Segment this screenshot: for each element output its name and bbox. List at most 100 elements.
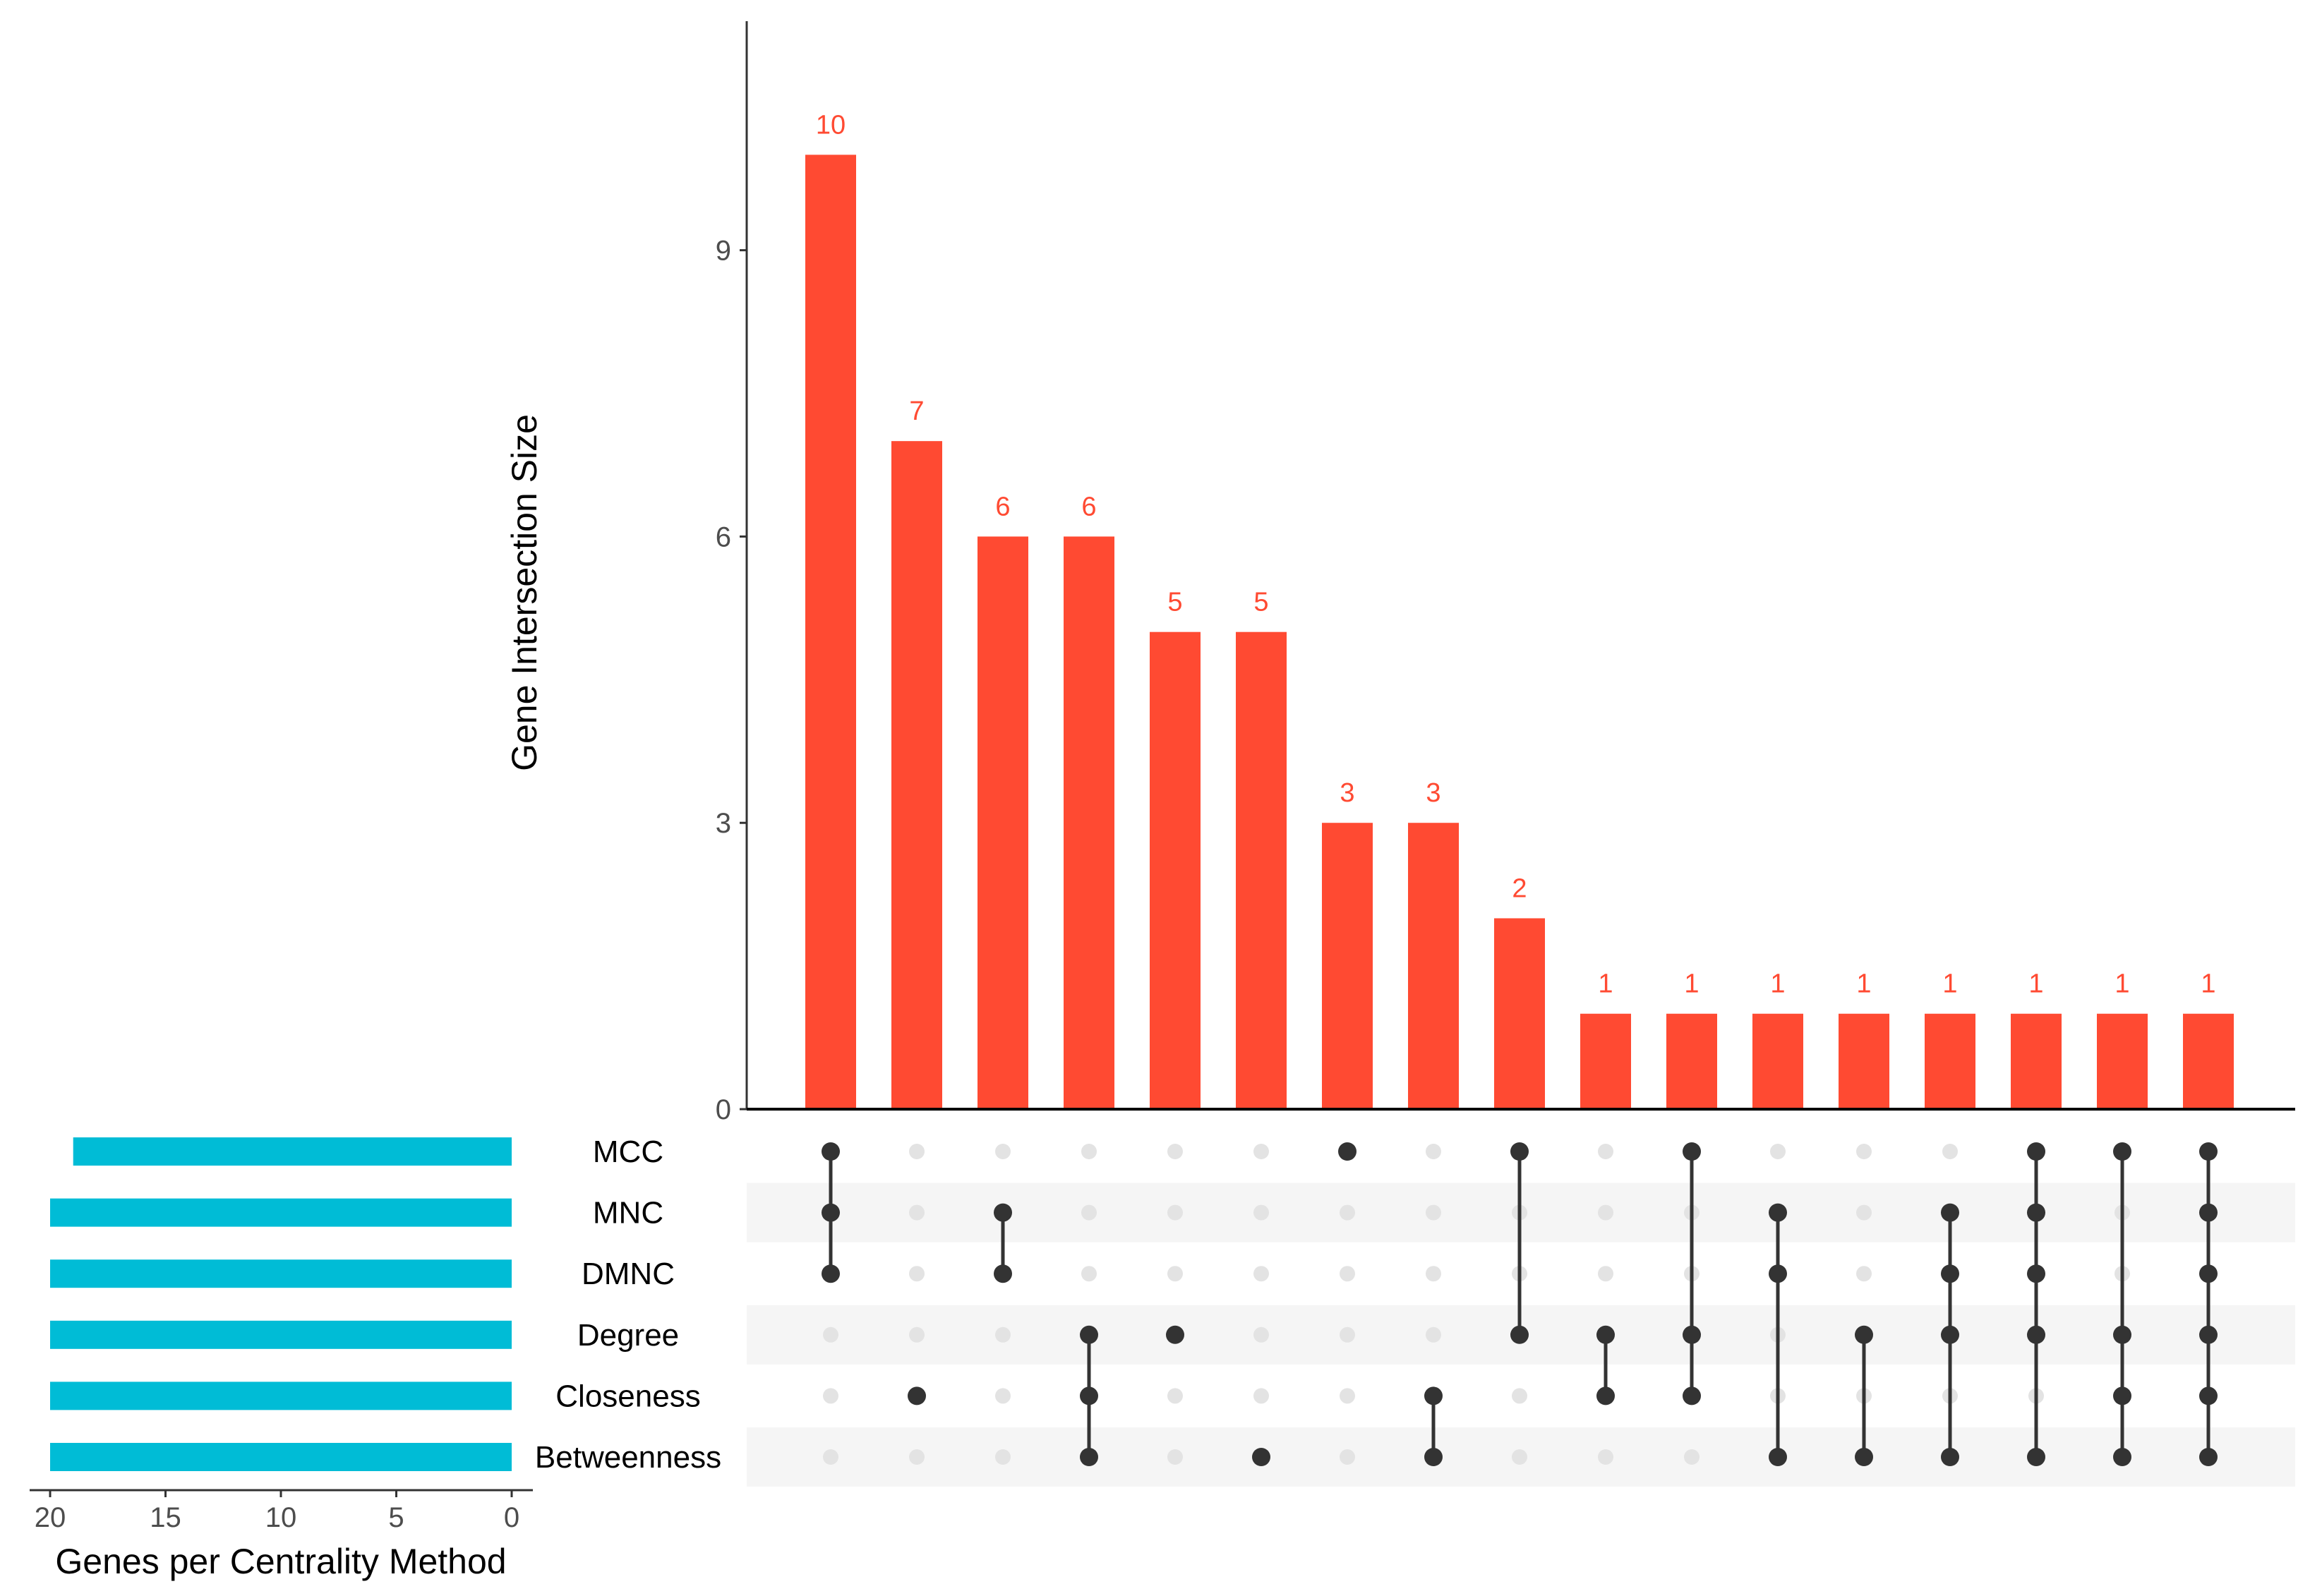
matrix-dot-inactive (909, 1266, 925, 1282)
intersection-bar-label: 1 (2028, 969, 2043, 999)
matrix-dot-active (1941, 1325, 1959, 1344)
matrix-dot-inactive (1167, 1449, 1183, 1465)
matrix-dot-active (2199, 1264, 2218, 1283)
intersection-bar-labels: 10 7 6 6 5 5 3 3 2 1 1 1 1 1 1 1 1 (816, 110, 2216, 998)
matrix-dot-active (2027, 1448, 2045, 1466)
intersection-bar-label: 5 (1167, 588, 1182, 617)
matrix-dot-inactive (1340, 1449, 1355, 1465)
matrix-dot-inactive (1253, 1326, 1269, 1343)
intersection-bar (1150, 631, 1201, 1109)
intersection-bar-label: 1 (1684, 969, 1699, 999)
matrix-dot-inactive (1856, 1144, 1872, 1159)
intersection-bar-label: 5 (1253, 588, 1268, 617)
matrix-dot-inactive (1167, 1388, 1183, 1404)
matrix-dot-active (1855, 1325, 1873, 1344)
matrix-dot-active (1769, 1264, 1787, 1283)
intersection-bar-label: 1 (1770, 969, 1785, 999)
matrix-dot-inactive (1512, 1449, 1527, 1465)
intersection-bar (1064, 536, 1114, 1109)
intersection-bar (1322, 823, 1373, 1109)
matrix-dot-inactive (995, 1388, 1011, 1404)
matrix-dot-inactive (1340, 1266, 1355, 1282)
matrix-dot-inactive (1598, 1449, 1613, 1465)
matrix-dot-inactive (1167, 1144, 1183, 1159)
matrix-dot-inactive (1253, 1388, 1269, 1404)
intersection-bar-label: 6 (995, 492, 1010, 521)
matrix-dot-active (1080, 1448, 1098, 1466)
matrix-dot-inactive (1167, 1266, 1183, 1282)
matrix-dot-inactive (1081, 1144, 1097, 1159)
matrix-dot-active (2199, 1386, 2218, 1405)
set-size-axis: 20 15 10 5 0 (30, 1489, 533, 1533)
matrix-dot-inactive (1684, 1449, 1700, 1465)
intersection-bar-label: 1 (2201, 969, 2215, 999)
matrix-dot-active (1596, 1325, 1615, 1344)
set-size-bar (50, 1259, 512, 1288)
matrix-dot-active (1941, 1203, 1959, 1222)
intersection-bar-label: 7 (909, 397, 924, 426)
intersection-bar (977, 536, 1028, 1109)
y-tick-label: 0 (716, 1094, 731, 1125)
set-size-bar (50, 1443, 512, 1471)
matrix-dot-active (1769, 1448, 1787, 1466)
matrix-dot-inactive (909, 1204, 925, 1221)
matrix-dot-inactive (1081, 1204, 1097, 1221)
matrix-dot-active (2113, 1325, 2131, 1344)
set-labels: MCC MNC DMNC Degree Closeness Betweenness (535, 1135, 721, 1475)
intersection-bar (2097, 1013, 2148, 1109)
matrix-dot-inactive (823, 1326, 838, 1343)
matrix-dot-active (2113, 1448, 2131, 1466)
y-axis-title: Gene Intersection Size (505, 414, 544, 771)
set-axis-tick-label: 15 (150, 1502, 181, 1533)
intersection-bar-label: 3 (1426, 778, 1440, 808)
intersection-bar (891, 441, 942, 1109)
intersection-matrix (822, 1142, 2218, 1466)
set-size-bar (50, 1382, 512, 1410)
intersection-bar-label: 1 (1856, 969, 1871, 999)
matrix-dot-active (2027, 1325, 2045, 1344)
intersection-size-axis: 0 3 6 9 (716, 21, 2295, 1125)
matrix-dot-active (1338, 1142, 1356, 1161)
intersection-bar (1408, 823, 1459, 1109)
intersection-bar (1925, 1013, 1975, 1109)
set-size-bar (50, 1198, 512, 1227)
intersection-bar-label: 6 (1081, 492, 1096, 521)
matrix-dot-active (1769, 1203, 1787, 1222)
set-axis-tick-label: 0 (504, 1502, 519, 1533)
set-label: DMNC (582, 1257, 675, 1291)
matrix-dot-active (1510, 1142, 1529, 1161)
matrix-dot-inactive (1426, 1266, 1441, 1282)
matrix-dot-inactive (1426, 1144, 1441, 1159)
matrix-dot-inactive (1081, 1266, 1097, 1282)
matrix-dot-inactive (1856, 1204, 1872, 1221)
intersection-bar (1236, 631, 1287, 1109)
matrix-dot-active (2027, 1142, 2045, 1161)
matrix-dot-inactive (1598, 1266, 1613, 1282)
matrix-dot-active (2199, 1203, 2218, 1222)
matrix-dot-inactive (995, 1449, 1011, 1465)
matrix-dot-inactive (1856, 1266, 1872, 1282)
matrix-dot-active (908, 1386, 926, 1405)
matrix-dot-inactive (909, 1144, 925, 1159)
matrix-dot-active (1424, 1386, 1443, 1405)
matrix-dot-active (1855, 1448, 1873, 1466)
intersection-bar-label: 3 (1340, 778, 1354, 808)
x-axis-title: Genes per Centrality Method (55, 1542, 506, 1581)
matrix-dot-inactive (1942, 1144, 1958, 1159)
set-axis-tick-label: 20 (35, 1502, 66, 1533)
matrix-dot-inactive (1167, 1204, 1183, 1221)
matrix-dot-active (1080, 1325, 1098, 1344)
matrix-dot-inactive (909, 1449, 925, 1465)
matrix-dot-inactive (1426, 1204, 1441, 1221)
intersection-bar (2011, 1013, 2062, 1109)
matrix-dot-inactive (823, 1388, 838, 1404)
matrix-dot-active (822, 1264, 840, 1283)
matrix-dot-active (2199, 1142, 2218, 1161)
intersection-bar-label: 10 (816, 110, 846, 140)
intersection-bar (1580, 1013, 1631, 1109)
matrix-dot-active (2027, 1203, 2045, 1222)
y-tick-label: 9 (716, 236, 731, 267)
intersection-bar (805, 155, 856, 1110)
set-label: Closeness (555, 1379, 700, 1413)
